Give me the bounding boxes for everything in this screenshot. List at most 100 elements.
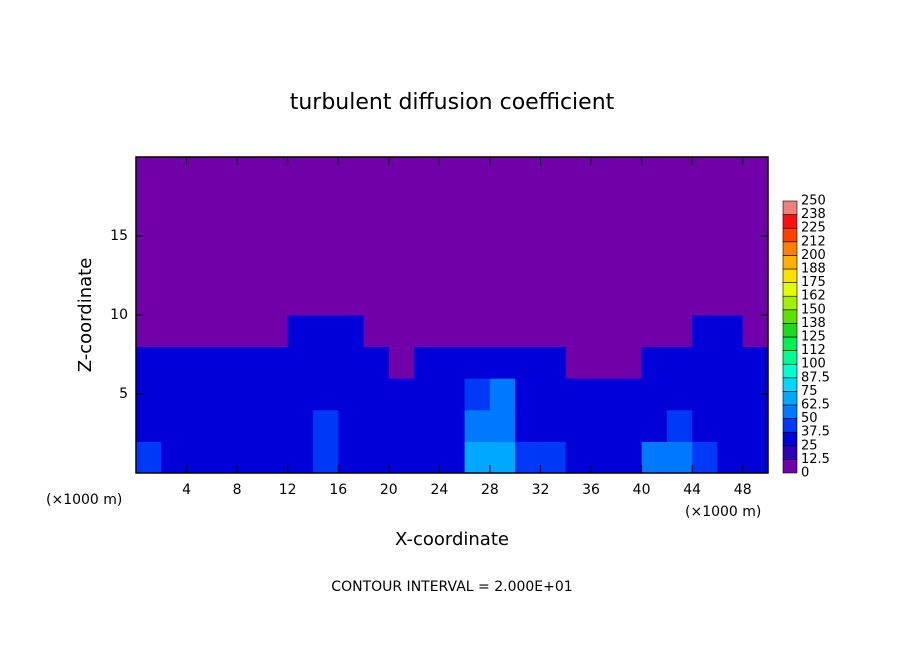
heatmap-cell [312, 188, 339, 221]
heatmap-cell [186, 251, 213, 284]
heatmap-cell [641, 315, 668, 348]
colorbar-swatch [782, 445, 798, 460]
heatmap-cell [464, 220, 491, 253]
heatmap-cell [363, 409, 390, 442]
heatmap-cell [161, 409, 188, 442]
heatmap-cell [136, 315, 162, 348]
heatmap-cell [565, 220, 592, 253]
heatmap-cell [363, 220, 390, 253]
heatmap-cell [414, 157, 440, 190]
heatmap-cell [338, 220, 365, 253]
heatmap-cell [540, 283, 567, 316]
heatmap-cell [439, 378, 466, 411]
heatmap-cell [287, 346, 314, 379]
heatmap-cell [540, 188, 567, 221]
heatmap-cell [388, 157, 415, 190]
heatmap-cell [666, 315, 693, 348]
heatmap-cell [616, 409, 643, 442]
heatmap-cell [388, 188, 415, 221]
y-tick-label: 10 [110, 307, 128, 323]
heatmap-cell [591, 441, 617, 474]
heatmap-cell [641, 251, 668, 284]
heatmap-cell [591, 378, 617, 411]
colorbar-swatch [782, 323, 798, 338]
heatmap-cell [489, 315, 516, 348]
heatmap-cell [489, 251, 516, 284]
colorbar-swatch [782, 295, 798, 311]
heatmap-cell [262, 157, 289, 190]
heatmap-cell [464, 188, 491, 221]
x-tick-label: 24 [430, 482, 448, 498]
heatmap-cell [717, 441, 744, 474]
x-tick-label: 20 [380, 482, 398, 498]
colorbar-swatch [782, 282, 798, 297]
heatmap-cell [312, 220, 339, 253]
heatmap-cell [287, 188, 314, 221]
colorbar-swatch [782, 418, 798, 433]
heatmap-cell [616, 157, 643, 190]
heatmap-cell [262, 188, 289, 221]
heatmap-cell [540, 409, 567, 442]
heatmap-cell [211, 409, 238, 442]
heatmap-cell [489, 220, 516, 253]
heatmap-cell [565, 157, 592, 190]
heatmap-cell [742, 441, 769, 474]
heatmap-cell [742, 315, 769, 348]
colorbar-label: 62.5 [801, 398, 830, 413]
colorbar-swatch [782, 200, 798, 215]
heatmap-cell [515, 283, 541, 316]
heatmap-cell [641, 346, 668, 379]
heatmap-cell [161, 251, 188, 284]
heatmap-cell [489, 378, 516, 411]
heatmap-cell [565, 346, 592, 379]
heatmap-cell [717, 220, 744, 253]
x-tick-label: 28 [481, 482, 499, 498]
heatmap-cell [414, 188, 440, 221]
heatmap-cell [136, 188, 162, 221]
heatmap-cell [312, 378, 339, 411]
heatmap-cell [363, 346, 390, 379]
heatmap-cell [237, 346, 263, 379]
heatmap-cell [186, 315, 213, 348]
x-tick-label: 44 [683, 482, 701, 498]
heatmap-cell [136, 283, 162, 316]
heatmap-cell [641, 283, 668, 316]
heatmap-cell [540, 315, 567, 348]
x-unit-label: (×1000 m) [46, 492, 122, 508]
heatmap-cell [742, 346, 769, 379]
colorbar-swatch [782, 363, 798, 379]
colorbar-label: 112 [801, 343, 826, 358]
heatmap-cell [591, 188, 617, 221]
colorbar-label: 200 [801, 248, 826, 263]
colorbar-label: 212 [801, 234, 826, 249]
colorbar-label: 225 [801, 221, 826, 236]
heatmap-cell [136, 409, 162, 442]
heatmap-cell [262, 409, 289, 442]
heatmap-cell [363, 378, 390, 411]
heatmap-cell [338, 378, 365, 411]
heatmap-cell [186, 441, 213, 474]
heatmap-cell [161, 378, 188, 411]
heatmap-cell [540, 346, 567, 379]
heatmap-cell [641, 157, 668, 190]
heatmap-cell [742, 157, 769, 190]
heatmap-cell [186, 346, 213, 379]
heatmap-cell [692, 409, 718, 442]
heatmap-cell [464, 157, 491, 190]
heatmap-cell [641, 220, 668, 253]
heatmap-cell [388, 283, 415, 316]
heatmap-cell [616, 283, 643, 316]
heatmap-cell [742, 283, 769, 316]
heatmap-cell [211, 220, 238, 253]
heatmap-cell [565, 283, 592, 316]
heatmap-cell [489, 157, 516, 190]
heatmap-cell [742, 188, 769, 221]
heatmap-cell [388, 409, 415, 442]
y-axis-title: Z-coordinate [75, 258, 96, 373]
heatmap-cell [262, 251, 289, 284]
colorbar-label: 250 [801, 194, 826, 209]
heatmap-cell [666, 188, 693, 221]
heatmap-cell [591, 346, 617, 379]
heatmap-cell [186, 157, 213, 190]
heatmap-cell [211, 378, 238, 411]
